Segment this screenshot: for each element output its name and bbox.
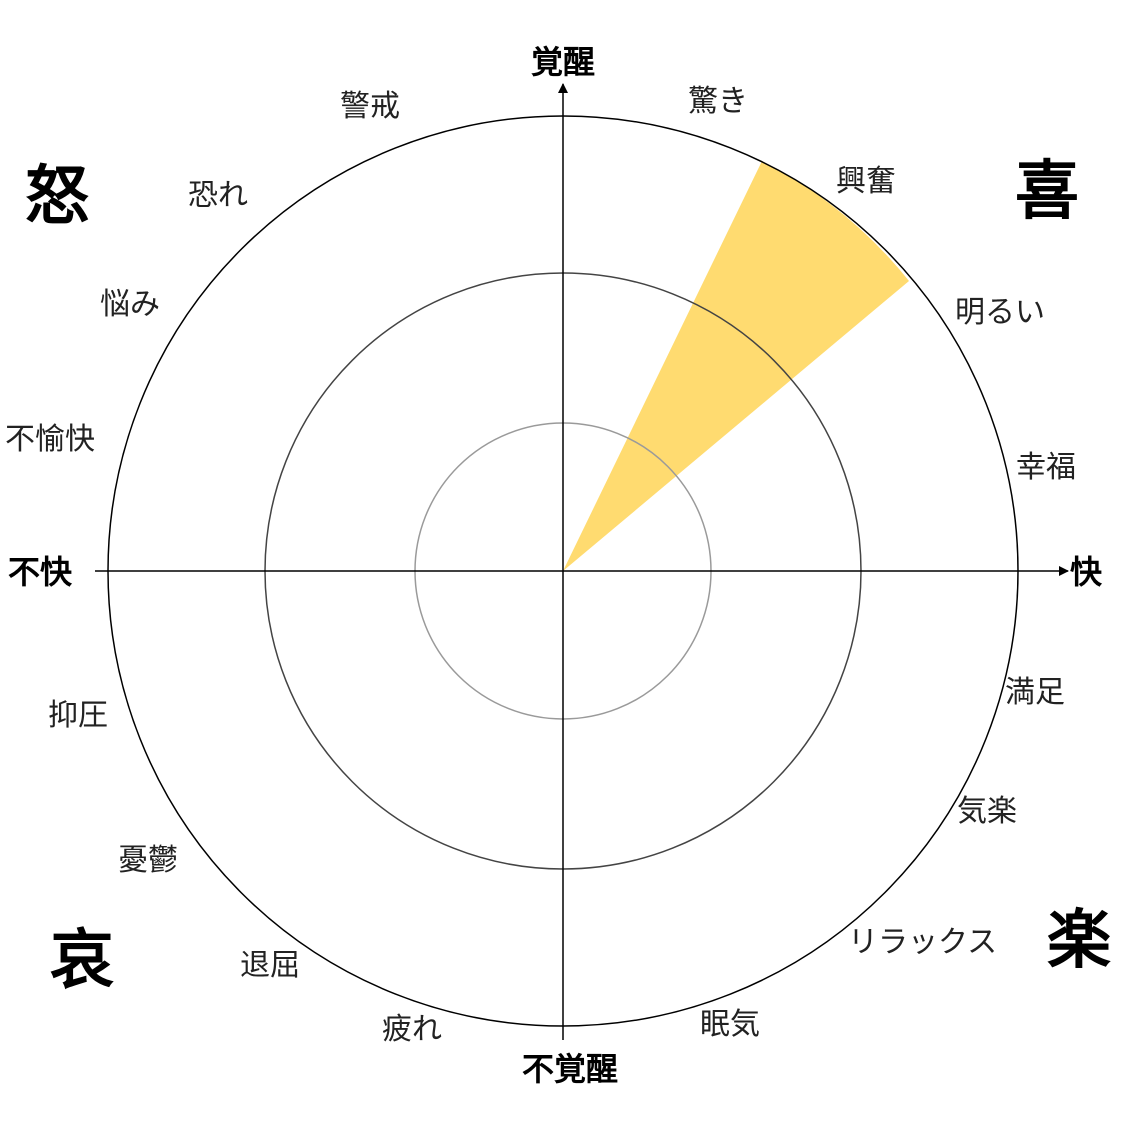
emotion-label-keikai: 警戒 [340,89,400,124]
quadrant-label-sorrow: 哀 [50,924,114,998]
excitement-highlight-sector [563,161,909,571]
emotion-label-taikutsu: 退屈 [240,948,300,983]
axis-label-unpleasant: 不快 [8,553,73,591]
emotion-label-yuutsu: 憂鬱 [118,843,178,878]
emotion-label-akarui: 明るい [955,295,1045,330]
emotion-label-relax: リラックス [848,925,997,960]
emotion-label-manzoku: 満足 [1005,675,1065,710]
emotion-label-tsukare: 疲れ [382,1012,442,1047]
emotion-label-nemuke: 眠気 [700,1007,760,1042]
emotion-label-kofun: 興奮 [836,164,896,199]
emotion-label-fuyukai: 不愉快 [5,422,95,457]
emotion-label-kofuku: 幸福 [1016,450,1076,485]
emotion-label-nayami: 悩み [100,287,160,322]
axis-label-non-arousal: 不覚醒 [522,1050,618,1088]
quadrant-label-pleasure: 楽 [1047,904,1111,978]
emotion-label-odoroki: 驚き [688,84,748,119]
emotion-label-kiraku: 気楽 [957,794,1017,829]
axis-label-pleasant: 快 [1070,553,1103,591]
quadrant-label-joy: 喜 [1015,155,1079,229]
quadrant-label-anger: 怒 [25,160,89,234]
emotion-label-osore: 恐れ [188,178,248,213]
axis-label-arousal: 覚醒 [531,43,595,81]
emotion-label-yokuatsu: 抑圧 [48,698,108,733]
